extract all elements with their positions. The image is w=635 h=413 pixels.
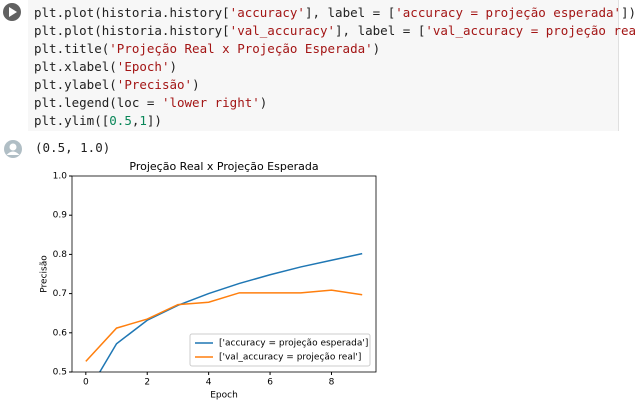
- code-line: plt.plot(historia.history['accuracy'], l…: [34, 4, 635, 22]
- code-token: ): [372, 41, 381, 56]
- x-axis-label: Epoch: [210, 391, 238, 401]
- code-line: plt.plot(historia.history['val_accuracy'…: [34, 22, 635, 40]
- code-token: ], label = [: [304, 5, 396, 20]
- run-button[interactable]: [0, 0, 24, 24]
- code-editor[interactable]: plt.plot(historia.history['accuracy'], l…: [28, 0, 635, 131]
- y-tick-label: 0.5: [53, 368, 67, 378]
- code-token: 'Epoch': [116, 59, 170, 74]
- x-tick-label: 2: [144, 378, 150, 388]
- code-token: ]): [621, 5, 635, 20]
- series-line: [85, 289, 363, 362]
- code-token: 'lower right': [161, 95, 260, 110]
- code-token: 'Precisão': [116, 77, 193, 92]
- code-token: ]): [146, 113, 162, 128]
- x-tick-label: 0: [83, 378, 89, 388]
- code-token: ): [169, 59, 178, 74]
- x-tick-label: 4: [206, 378, 212, 388]
- series-line: [98, 252, 363, 372]
- code-token: 'val_accuracy': [229, 23, 336, 38]
- y-axis-label: Precisão: [40, 255, 50, 293]
- y-tick-label: 1.0: [53, 172, 68, 182]
- legend-label: ['accuracy = projeção esperada']: [219, 339, 368, 349]
- code-line: plt.ylim([0.5,1]): [34, 112, 618, 130]
- user-avatar: [4, 140, 22, 158]
- code-token: ,: [131, 113, 140, 128]
- y-tick-label: 0.9: [53, 211, 68, 221]
- code-token: 'Projeção Real x Projeção Esperada': [109, 41, 373, 56]
- code-token: ): [259, 95, 268, 110]
- code-token: plt.ylabel(: [34, 77, 117, 92]
- axes-frame: [71, 175, 377, 373]
- code-token: 1: [139, 113, 147, 128]
- output-text: (0.5, 1.0): [35, 140, 111, 155]
- code-token: 'accuracy': [229, 5, 305, 20]
- x-tick-label: 6: [267, 378, 273, 388]
- y-tick-label: 0.7: [53, 289, 67, 299]
- code-token: plt.title(: [34, 41, 110, 56]
- code-line: plt.title('Projeção Real x Projeção Espe…: [34, 40, 618, 58]
- code-token: 'val_accuracy = projeção real': [425, 23, 635, 38]
- plot-area: [85, 252, 363, 372]
- code-token: plt.legend(loc =: [34, 95, 162, 110]
- code-token: ], label = [: [335, 23, 426, 38]
- code-line: plt.legend(loc = 'lower right'): [34, 94, 618, 112]
- code-token: plt.xlabel(: [34, 59, 117, 74]
- y-tick-label: 0.6: [53, 328, 68, 338]
- code-line: plt.ylabel('Precisão'): [34, 76, 618, 94]
- code-token: plt.ylim([: [34, 113, 110, 128]
- legend-box: [189, 333, 371, 367]
- legend-label: ['val_accuracy = projeção real']: [219, 353, 361, 363]
- code-token: plt.plot(historia.history[: [34, 5, 230, 20]
- y-tick-label: 0.8: [53, 250, 68, 260]
- code-token: ): [192, 77, 200, 92]
- code-token: 'accuracy = projeção esperada': [395, 5, 622, 20]
- chart-title: Projeção Real x Projeção Esperada: [129, 160, 318, 173]
- code-cell: plt.plot(historia.history['accuracy'], l…: [0, 0, 635, 131]
- code-token: 0.5: [109, 113, 132, 128]
- x-tick-label: 8: [329, 378, 335, 388]
- code-line: plt.xlabel('Epoch'): [34, 58, 618, 76]
- code-token: plt.plot(historia.history[: [34, 23, 230, 38]
